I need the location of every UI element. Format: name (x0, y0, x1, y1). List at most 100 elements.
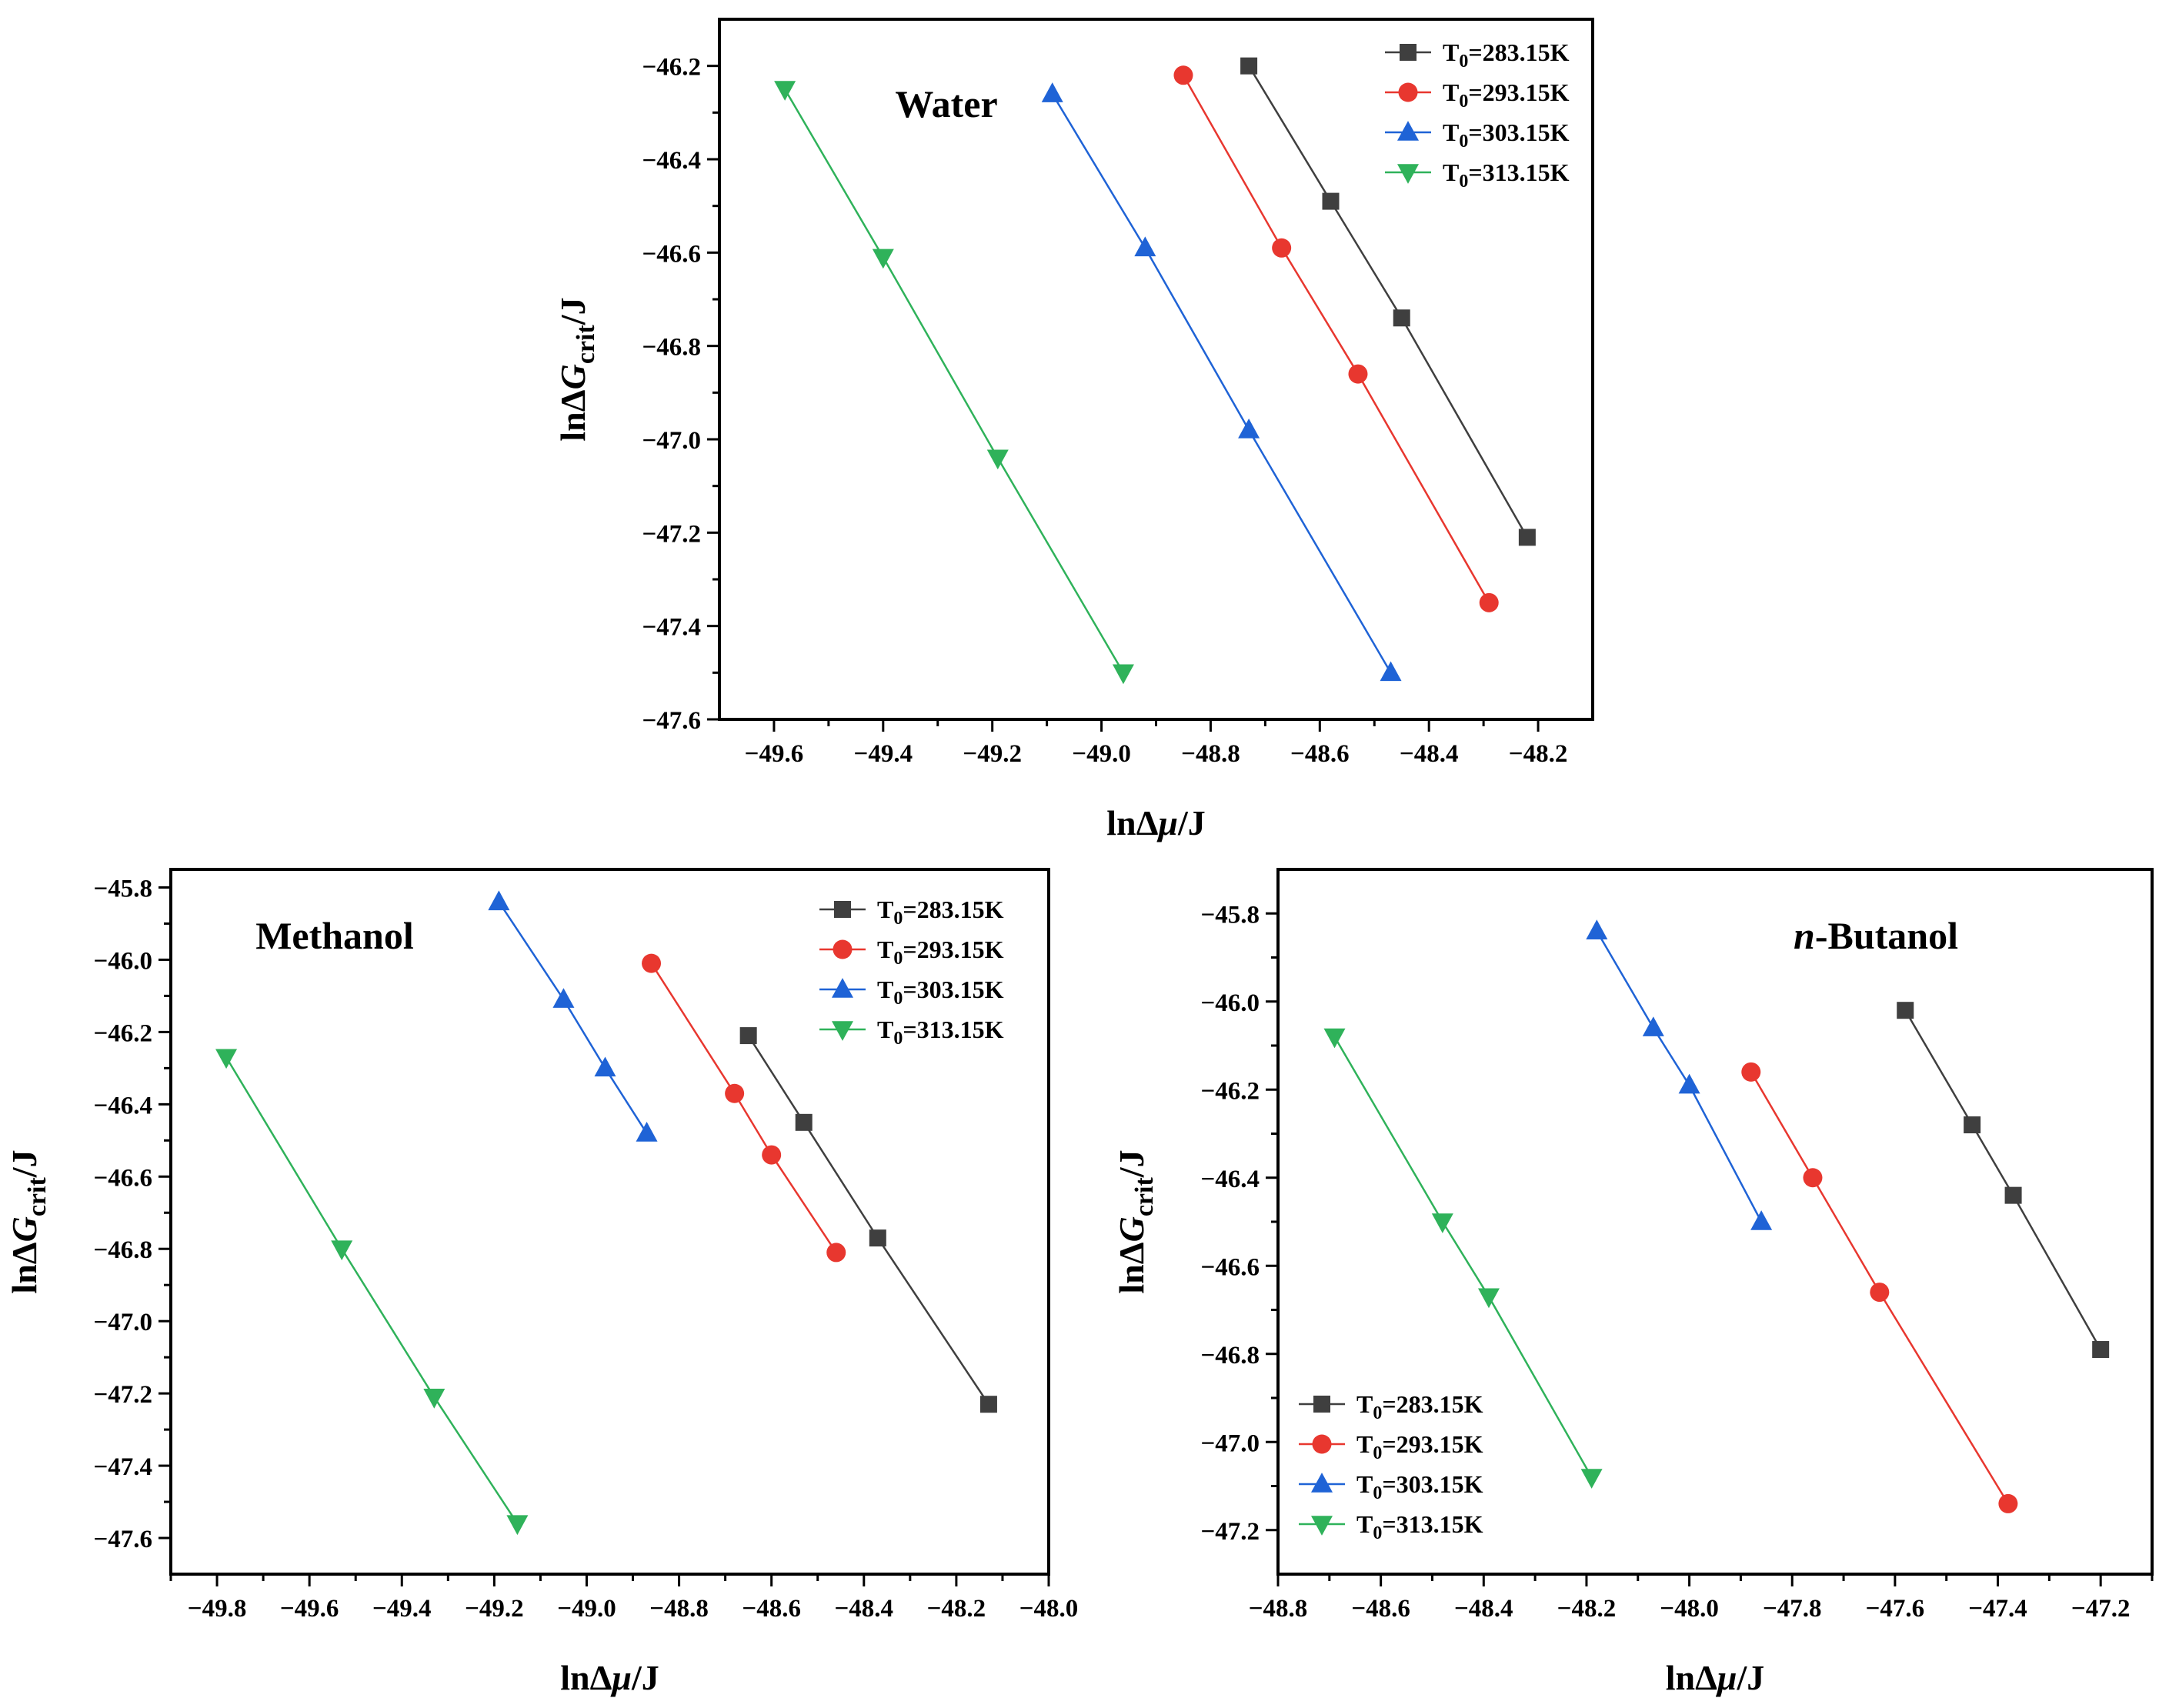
y-tick-label: −46.4 (642, 147, 701, 175)
data-point (423, 1389, 445, 1409)
data-point (1741, 1062, 1761, 1082)
y-tick-label: −46.0 (93, 947, 152, 975)
x-tick-label: −47.6 (1866, 1595, 1925, 1623)
legend-marker (832, 978, 853, 998)
chart-panel-1: −49.6 −49.4 −49.2 −49.0 −48.8 −48.6 −48.4 −48.2… (553, 18, 1594, 842)
data-point (1348, 364, 1368, 384)
y-axis-label: lnΔGcrit/J (1112, 1149, 1159, 1293)
data-point (488, 890, 510, 911)
data-point (552, 988, 575, 1008)
y-tick-label: −46.8 (642, 334, 701, 362)
y-tick-label: −47.2 (642, 520, 701, 548)
series-line (1182, 75, 1490, 603)
y-tick-label: −47.0 (93, 1309, 152, 1336)
data-point (1479, 592, 1499, 612)
plot-frame (1276, 868, 2154, 1576)
series-line (784, 88, 1125, 673)
x-tick-label: −49.4 (854, 740, 913, 768)
data-point (1964, 1116, 1981, 1134)
legend-label: T0=293.15K (1443, 78, 1570, 112)
data-point (2092, 1341, 2110, 1359)
y-tick-label: −47.0 (642, 427, 701, 455)
y-tick-label: −46.6 (642, 240, 701, 268)
data-point (636, 1122, 658, 1142)
y-tick-label: −46.2 (642, 54, 701, 82)
legend-label: T0=283.15K (877, 896, 1004, 929)
x-tick-label: −48.8 (649, 1595, 709, 1623)
legend-marker (832, 1021, 853, 1041)
data-point (1380, 661, 1402, 682)
y-tick-label: −46.4 (93, 1092, 152, 1119)
data-point (1323, 1028, 1346, 1049)
y-tick-label: −46.4 (1200, 1166, 1260, 1193)
series-line (225, 1056, 519, 1524)
data-point (594, 1056, 616, 1077)
data-point (1431, 1213, 1453, 1233)
data-point (1240, 57, 1258, 75)
legend-label: T0=313.15K (1443, 158, 1570, 192)
data-point (795, 1113, 813, 1131)
data-point (872, 249, 894, 269)
series-2 (642, 953, 846, 1263)
y-tick-label: −46.6 (93, 1164, 152, 1192)
legend-label: T0=313.15K (1356, 1510, 1483, 1543)
data-point (1134, 236, 1156, 257)
series-2 (1741, 1062, 2018, 1513)
x-tick-label: −48.0 (1019, 1595, 1079, 1623)
y-tick-label: −47.6 (642, 707, 701, 735)
series-1 (1240, 57, 1536, 546)
y-tick-label: −46.6 (1200, 1253, 1260, 1281)
x-tick-label: −48.2 (927, 1595, 986, 1623)
data-point (1238, 418, 1260, 439)
plot-frame (718, 18, 1594, 721)
legend-label: T0=303.15K (1356, 1470, 1483, 1503)
legend: T0=283.15K T0=293.15K T0=303.15K T0=313.15K (1299, 1390, 1483, 1543)
data-point (1041, 82, 1063, 102)
series-line (498, 901, 648, 1134)
panel-annotation: Water (895, 82, 997, 125)
series-line (1051, 93, 1392, 673)
y-tick-label: −47.2 (1200, 1518, 1260, 1546)
data-point (1518, 529, 1536, 546)
x-tick-label: −48.4 (1400, 740, 1459, 768)
data-point (1998, 1493, 2018, 1513)
legend-marker (1311, 1473, 1333, 1493)
data-point (986, 449, 1009, 470)
x-axis-label: lnΔμ/J (1666, 1658, 1765, 1697)
x-tick-label: −48.6 (1351, 1595, 1410, 1623)
legend-marker (1313, 1396, 1330, 1413)
data-point (215, 1049, 238, 1069)
panel-annotation: Methanol (255, 914, 414, 957)
series-line (1248, 65, 1528, 539)
series-4 (215, 1049, 529, 1536)
x-tick-label: −47.2 (2071, 1595, 2131, 1623)
data-point (1897, 1002, 1914, 1019)
data-point (1803, 1168, 1823, 1188)
plot-frame (169, 868, 1050, 1576)
x-tick-label: −49.0 (557, 1595, 616, 1623)
data-point (1750, 1210, 1773, 1230)
x-tick-label: −48.0 (1660, 1595, 1719, 1623)
legend-label: T0=283.15K (1443, 38, 1570, 72)
x-tick-label: −49.2 (963, 740, 1022, 768)
data-point (1678, 1073, 1700, 1094)
data-point (869, 1229, 886, 1247)
x-tick-label: −49.2 (465, 1595, 524, 1623)
y-tick-label: −47.0 (1200, 1429, 1260, 1457)
y-axis-label: lnΔGcrit/J (553, 297, 600, 441)
legend-label: T0=283.15K (1356, 1390, 1483, 1423)
series-line (1596, 930, 1763, 1223)
legend-label: T0=303.15K (1443, 118, 1570, 152)
data-point (725, 1083, 745, 1103)
x-tick-label: −49.8 (188, 1595, 247, 1623)
series-line (747, 1035, 989, 1405)
x-tick-label: −48.2 (1509, 740, 1568, 768)
data-point (1393, 309, 1410, 327)
legend-marker (834, 901, 851, 918)
legend-label: T0=293.15K (1356, 1430, 1483, 1463)
x-axis-label: lnΔμ/J (1106, 803, 1206, 842)
series-4 (1323, 1028, 1603, 1489)
y-tick-label: −45.8 (1200, 901, 1260, 929)
legend-label: T0=293.15K (877, 936, 1004, 969)
